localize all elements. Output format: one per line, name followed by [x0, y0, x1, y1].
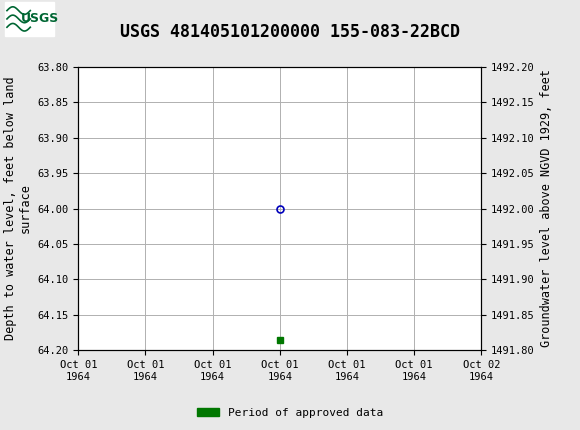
Y-axis label: Groundwater level above NGVD 1929, feet: Groundwater level above NGVD 1929, feet — [541, 70, 553, 347]
Bar — [5, 2, 54, 36]
Text: USGS: USGS — [21, 12, 59, 25]
Text: USGS 481405101200000 155-083-22BCD: USGS 481405101200000 155-083-22BCD — [120, 23, 460, 41]
Y-axis label: Depth to water level, feet below land
surface: Depth to water level, feet below land su… — [4, 77, 32, 341]
Legend: Period of approved data: Period of approved data — [193, 403, 387, 422]
